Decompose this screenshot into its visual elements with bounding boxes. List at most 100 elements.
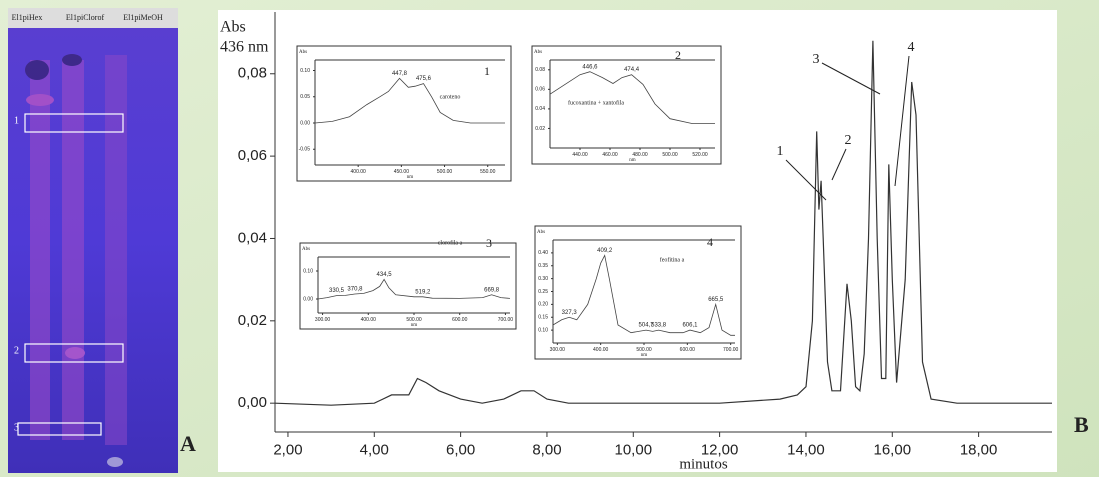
y-axis-label: Abs [299, 50, 307, 55]
lane-label: El1piMeOH [123, 13, 163, 22]
x-tick-label: 500.00 [636, 347, 652, 353]
annotation: 669,8 [484, 287, 500, 293]
y-tick-label: 0.04 [535, 106, 545, 112]
y-tick-label: 0.40 [538, 250, 548, 256]
annotation: 434,5 [377, 272, 393, 278]
y-tick-label: 0.35 [538, 263, 548, 269]
x-tick-label: 6,00 [446, 441, 475, 458]
x-axis-label: nm [641, 353, 648, 358]
inset-frame [299, 242, 517, 330]
trace [317, 278, 511, 300]
y-axis-label: Abs [534, 50, 542, 55]
leader-line [821, 62, 881, 95]
x-tick-label: 550.00 [480, 169, 496, 175]
annotation: 447,8 [392, 71, 408, 77]
annotation: clorofila a [438, 239, 463, 246]
lane-label: El1piHex [12, 13, 43, 22]
annotation: 3 [486, 236, 492, 250]
annotation: 606,1 [682, 323, 698, 329]
trace [314, 77, 505, 124]
x-axis-label: nm [407, 175, 414, 180]
x-tick-label: 500.00 [662, 152, 678, 158]
y-tick-label: 0.02 [535, 126, 545, 132]
tlc-header [8, 8, 178, 28]
x-tick-label: 480.00 [632, 152, 648, 158]
y-axis-label: Abs [220, 19, 246, 36]
x-axis-label: minutos [679, 456, 728, 472]
annotation: feofitina a [660, 256, 685, 263]
x-tick-label: 300.00 [315, 317, 331, 323]
annotation: fucoxantina + xantofila [568, 99, 624, 106]
x-tick-label: 16,00 [874, 441, 912, 458]
leader-line [831, 148, 847, 181]
x-tick-label: 500.00 [437, 169, 453, 175]
tlc-streaks [25, 54, 127, 467]
y-tick-label: 0.30 [538, 276, 548, 282]
y-tick-label: 0,04 [238, 229, 267, 246]
annotation: 330,5 [329, 288, 345, 294]
x-tick-label: 700.00 [498, 317, 514, 323]
annotation: 2 [675, 48, 681, 62]
y-tick-label: 0,08 [238, 65, 267, 82]
band-label: 1 [14, 115, 19, 126]
x-tick-label: 400.00 [351, 169, 367, 175]
annotation: 4 [707, 235, 713, 249]
y-axis-label: Abs [537, 230, 545, 235]
annotation: 446,6 [582, 64, 598, 70]
trace [274, 40, 1052, 406]
x-axis-label: nm [629, 158, 636, 163]
annotation: 409,2 [597, 248, 613, 254]
y-tick-label: 0.10 [538, 327, 548, 333]
y-tick-label: 0.25 [538, 289, 548, 295]
panel-label: A [180, 431, 196, 456]
lane-label: El1piClorof [66, 13, 105, 22]
x-tick-label: 8,00 [532, 441, 561, 458]
annotation: 4 [908, 40, 915, 55]
x-tick-label: 700.00 [723, 347, 739, 353]
y-tick-label: 0,00 [238, 394, 267, 411]
y-axis-label: 436 nm [220, 39, 269, 56]
y-tick-label: 0.10 [303, 268, 313, 274]
y-tick-label: 0.08 [535, 67, 545, 73]
annotation: 475,6 [416, 76, 432, 82]
annotation: 504,7 [639, 323, 655, 329]
x-tick-label: 440.00 [572, 152, 588, 158]
annotation: 327,3 [562, 310, 578, 316]
x-tick-label: 400.00 [361, 317, 377, 323]
x-tick-label: 300.00 [550, 347, 566, 353]
inset-frame [534, 225, 742, 360]
y-tick-label: 0.10 [300, 68, 310, 74]
annotation: 474,4 [624, 67, 640, 73]
trace [549, 71, 715, 124]
y-tick-label: 0.15 [538, 315, 548, 321]
x-tick-label: 400.00 [593, 347, 609, 353]
x-tick-label: 450.00 [394, 169, 410, 175]
x-tick-label: 520.00 [692, 152, 708, 158]
leader-line [785, 159, 827, 201]
inset-frame [296, 45, 512, 182]
annotation: 1 [777, 144, 784, 159]
y-tick-label: 0,06 [238, 147, 267, 164]
x-axis-label: nm [411, 323, 418, 328]
annotation: 2 [845, 133, 852, 148]
x-tick-label: 12,00 [701, 441, 739, 458]
x-tick-label: 600.00 [680, 347, 696, 353]
leader-line [894, 55, 910, 187]
x-tick-label: 4,00 [360, 441, 389, 458]
x-tick-label: 14,00 [787, 441, 825, 458]
annotation: 1 [484, 64, 490, 78]
annotation: caroteno [440, 94, 461, 100]
y-tick-label: 0.06 [535, 87, 545, 93]
y-tick-label: 0.05 [300, 94, 310, 100]
x-tick-label: 500.00 [406, 317, 422, 323]
x-tick-label: 460.00 [602, 152, 618, 158]
inset-frame [531, 45, 722, 165]
y-axis-label: Abs [302, 247, 310, 252]
x-tick-label: 10,00 [615, 441, 653, 458]
tlc-boxes [17, 113, 124, 436]
trace [552, 254, 735, 336]
annotation: 519,2 [415, 289, 431, 295]
y-tick-label: 0.20 [538, 302, 548, 308]
y-tick-label: 0.00 [303, 296, 313, 302]
